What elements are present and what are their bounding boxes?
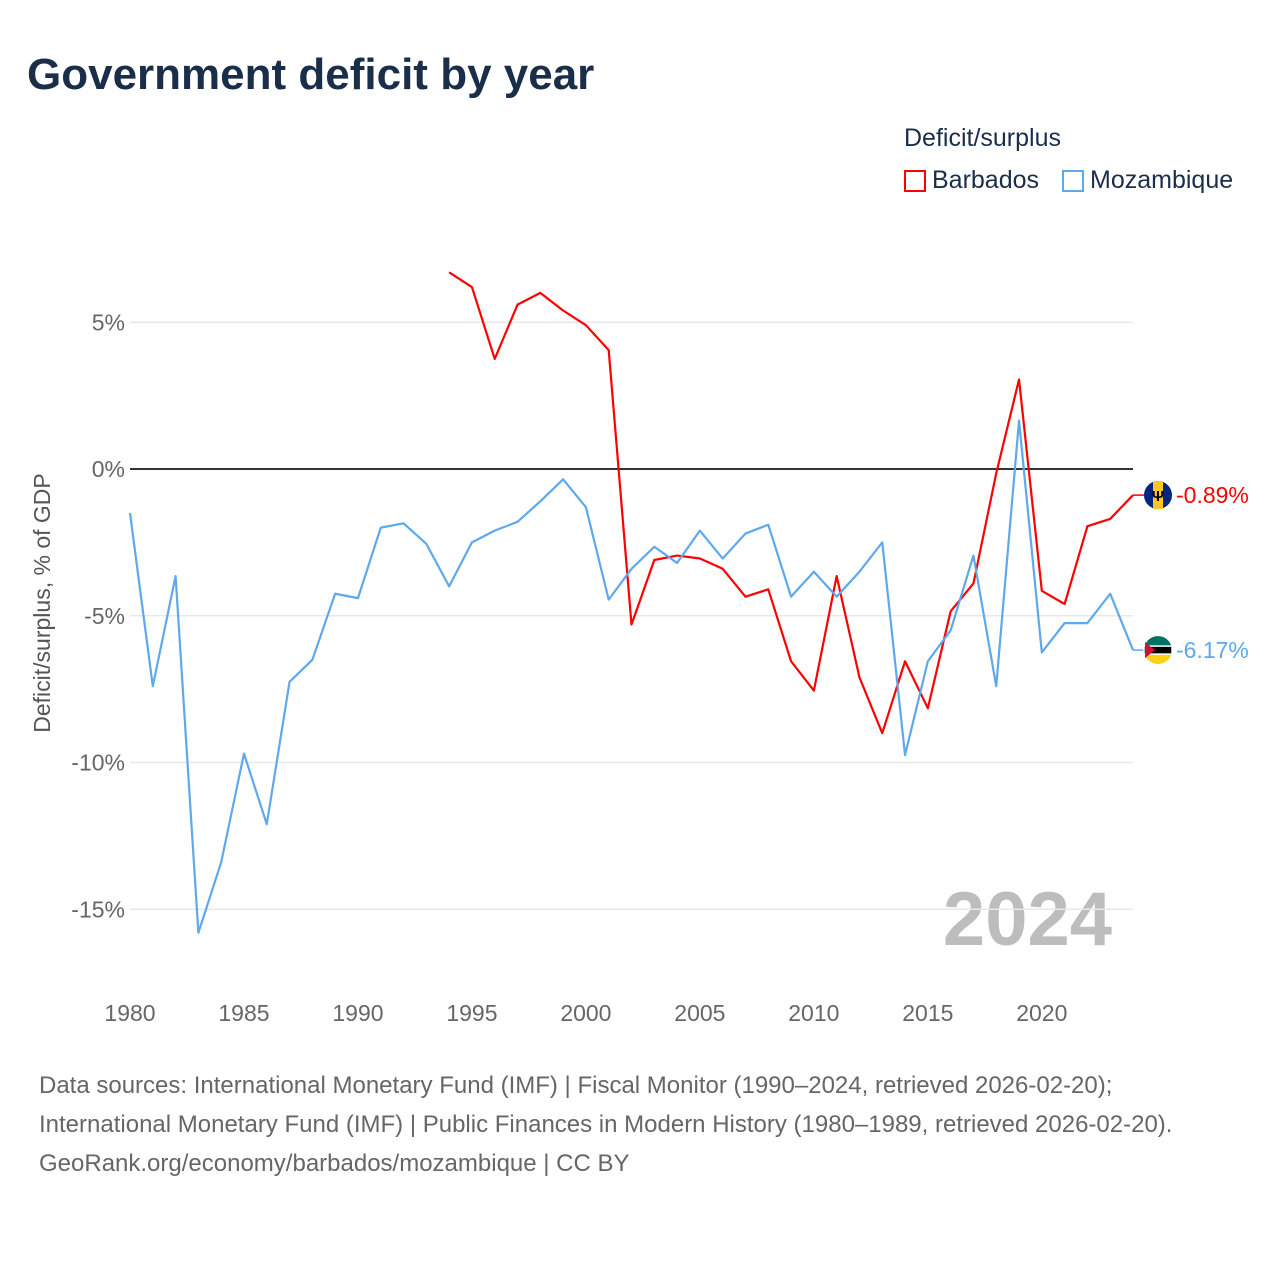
- y-axis-label: Deficit/surplus, % of GDP: [29, 473, 55, 732]
- legend-swatch-mozambique: [1062, 169, 1084, 192]
- legend-title: Deficit/surplus: [904, 124, 1061, 152]
- y-tick-label: -5%: [84, 603, 125, 629]
- x-tick-label: 2020: [1016, 1000, 1067, 1026]
- x-tick-label: 2010: [788, 1000, 839, 1026]
- legend-item-barbados[interactable]: Barbados: [904, 166, 1039, 195]
- year-watermark: 2024: [943, 877, 1112, 962]
- footer: Data sources: International Monetary Fun…: [39, 1066, 1239, 1183]
- x-tick-label: 1985: [218, 1000, 269, 1026]
- credit-link[interactable]: GeoRank.org/economy/barbados/mozambique …: [39, 1150, 630, 1177]
- x-tick-label: 2000: [560, 1000, 611, 1026]
- legend-label: Mozambique: [1090, 166, 1234, 194]
- flag-band: [1153, 481, 1163, 510]
- data-sources: Data sources: International Monetary Fun…: [39, 1072, 1173, 1138]
- y-tick-label: 5%: [92, 309, 125, 335]
- x-tick-label: 2015: [902, 1000, 953, 1026]
- series-line-mozambique: [128, 419, 1135, 934]
- chart-title: Government deficit by year: [27, 50, 595, 99]
- legend-label: Barbados: [932, 166, 1040, 194]
- series-line-barbados: [448, 271, 1134, 735]
- flag-black: [1143, 645, 1173, 655]
- flag-red: [1145, 642, 1155, 659]
- x-tick-label: 1995: [446, 1000, 497, 1026]
- x-tick-label: 1990: [332, 1000, 383, 1026]
- end-value-label: -6.17%: [1176, 637, 1249, 663]
- end-value-label: -0.89%: [1176, 482, 1249, 508]
- legend-item-mozambique[interactable]: Mozambique: [1062, 166, 1233, 195]
- y-tick-label: -10%: [71, 750, 125, 776]
- y-tick-label: 0%: [92, 456, 125, 482]
- flag-barbados-icon: Ψ: [1144, 481, 1172, 510]
- y-tick-label: -15%: [71, 896, 125, 922]
- trident: Ψ: [1152, 488, 1164, 505]
- x-tick-label: 2005: [674, 1000, 725, 1026]
- chart-plot: 2024 Deficit/surplus, % of GDP 5% 0% -5% -1…: [29, 271, 1249, 1026]
- x-tick-label: 1980: [104, 1000, 155, 1026]
- legend-swatch-barbados: [904, 169, 926, 192]
- flag-mozambique-icon: [1143, 636, 1173, 665]
